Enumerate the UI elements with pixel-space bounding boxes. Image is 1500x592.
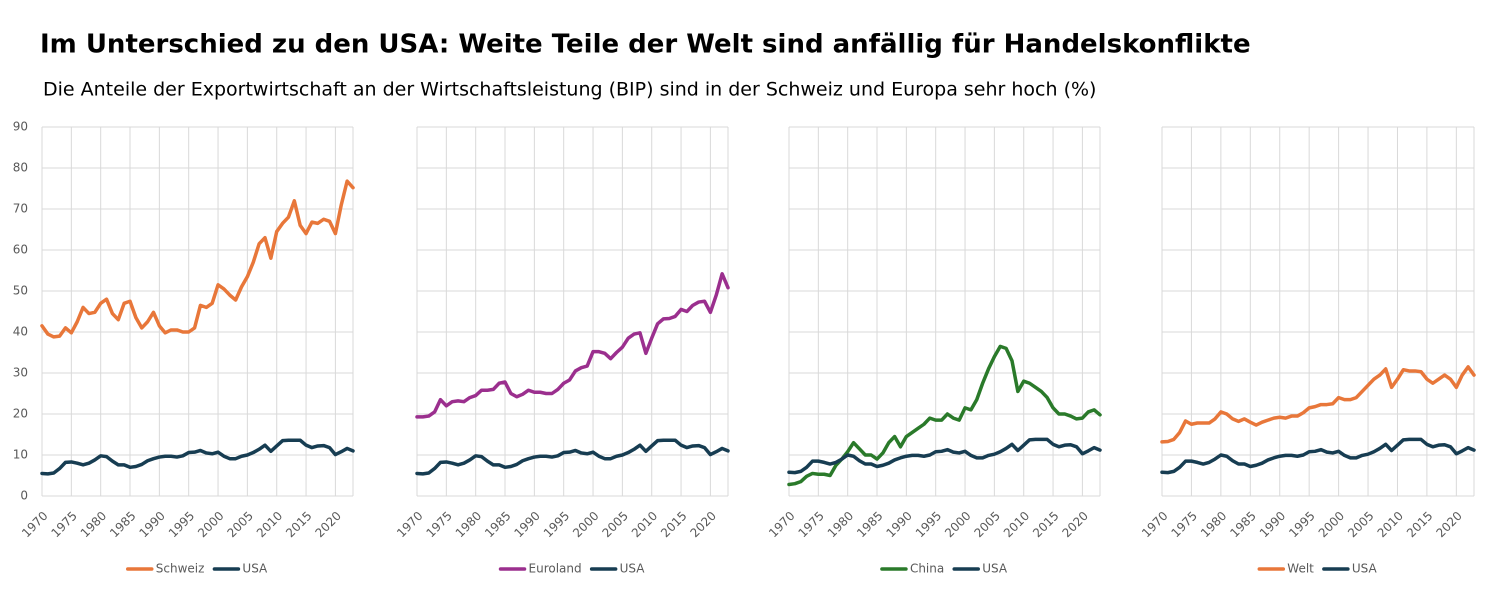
x-tick-label: 2020 [1059,509,1090,540]
legend: Schweiz USA [126,562,268,576]
x-tick-label: 1995 [541,509,572,540]
x-tick-label: 2005 [224,509,255,540]
x-tick-label: 1970 [394,509,425,540]
x-tick-label: 2000 [195,509,226,540]
x-tick-label: 1995 [166,509,197,540]
series-line [787,437,1102,475]
x-tick-label: 1970 [1139,509,1170,540]
y-tick-label: 30 [13,366,28,380]
x-tick-label: 1990 [136,509,167,540]
x-tick-label: 1985 [482,509,513,540]
y-tick-label: 10 [13,448,28,462]
x-tick-label: 1980 [1198,509,1229,540]
x-tick-label: 1995 [1286,509,1317,540]
panel: 1970197519801985199019952000200520102015… [766,126,1102,576]
x-tick-label: 1980 [825,509,856,540]
legend-label: USA [1352,562,1378,576]
x-tick-label: 2000 [942,509,973,540]
x-tick-label: 2015 [1030,509,1061,540]
legend-label: Schweiz [156,562,205,576]
x-tick-label: 1990 [883,509,914,540]
x-tick-label: 2020 [1433,509,1464,540]
y-tick-label: 90 [13,120,28,134]
x-tick-label: 1970 [19,509,50,540]
legend-label: USA [242,562,268,576]
legend-label: USA [620,562,646,576]
series-line [40,438,355,476]
x-tick-label: 2015 [658,509,689,540]
legend: Euroland USA [498,562,646,576]
x-tick-label: 1975 [48,509,79,540]
legend-label: Welt [1287,562,1314,576]
y-tick-label: 80 [13,161,28,175]
x-tick-label: 2020 [687,509,718,540]
x-tick-label: 1975 [1169,509,1200,540]
series-line [415,438,730,476]
x-tick-label: 2010 [254,509,285,540]
x-tick-label: 2005 [971,509,1002,540]
legend-label: USA [982,562,1008,576]
panel: 1970197519801985199019952000200520102015… [394,126,730,576]
x-tick-label: 1980 [78,509,109,540]
x-tick-label: 2005 [599,509,630,540]
series-line [415,272,730,419]
x-tick-label: 1990 [511,509,542,540]
x-tick-label: 2005 [1345,509,1376,540]
x-tick-label: 1985 [107,509,138,540]
panel: 0 10 20 30 40 50 60 70 80 90 197019751980198519901… [13,120,355,576]
x-tick-label: 1970 [766,509,797,540]
x-tick-label: 1985 [1227,509,1258,540]
x-tick-label: 2000 [1316,509,1347,540]
series-line [1160,365,1476,444]
y-tick-label: 0 [20,489,28,503]
legend: China USA [880,562,1008,576]
legend-label: Euroland [529,562,582,576]
x-tick-label: 1995 [913,509,944,540]
x-tick-label: 1980 [453,509,484,540]
y-tick-label: 20 [13,407,28,421]
x-tick-label: 1975 [423,509,454,540]
x-tick-label: 2015 [283,509,314,540]
y-tick-label: 60 [13,243,28,257]
legend-label: China [910,562,944,576]
x-tick-label: 2020 [312,509,343,540]
x-tick-label: 2015 [1404,509,1435,540]
y-tick-label: 70 [13,202,28,216]
x-tick-label: 2010 [629,509,660,540]
x-tick-label: 2010 [1375,509,1406,540]
y-tick-label: 40 [13,325,28,339]
x-tick-label: 1990 [1257,509,1288,540]
series-line [1160,437,1476,475]
y-tick-label: 50 [13,284,28,298]
x-tick-label: 2000 [570,509,601,540]
x-tick-label: 1975 [795,509,826,540]
x-tick-label: 1985 [854,509,885,540]
legend: Welt USA [1257,562,1378,576]
panel: 1970197519801985199019952000200520102015… [1139,126,1476,576]
page-subtitle: Die Anteile der Exportwirtschaft an der … [43,79,1096,101]
page-title: Im Unterschied zu den USA: Weite Teile d… [40,30,1251,60]
series-line [40,179,355,339]
x-tick-label: 2010 [1001,509,1032,540]
